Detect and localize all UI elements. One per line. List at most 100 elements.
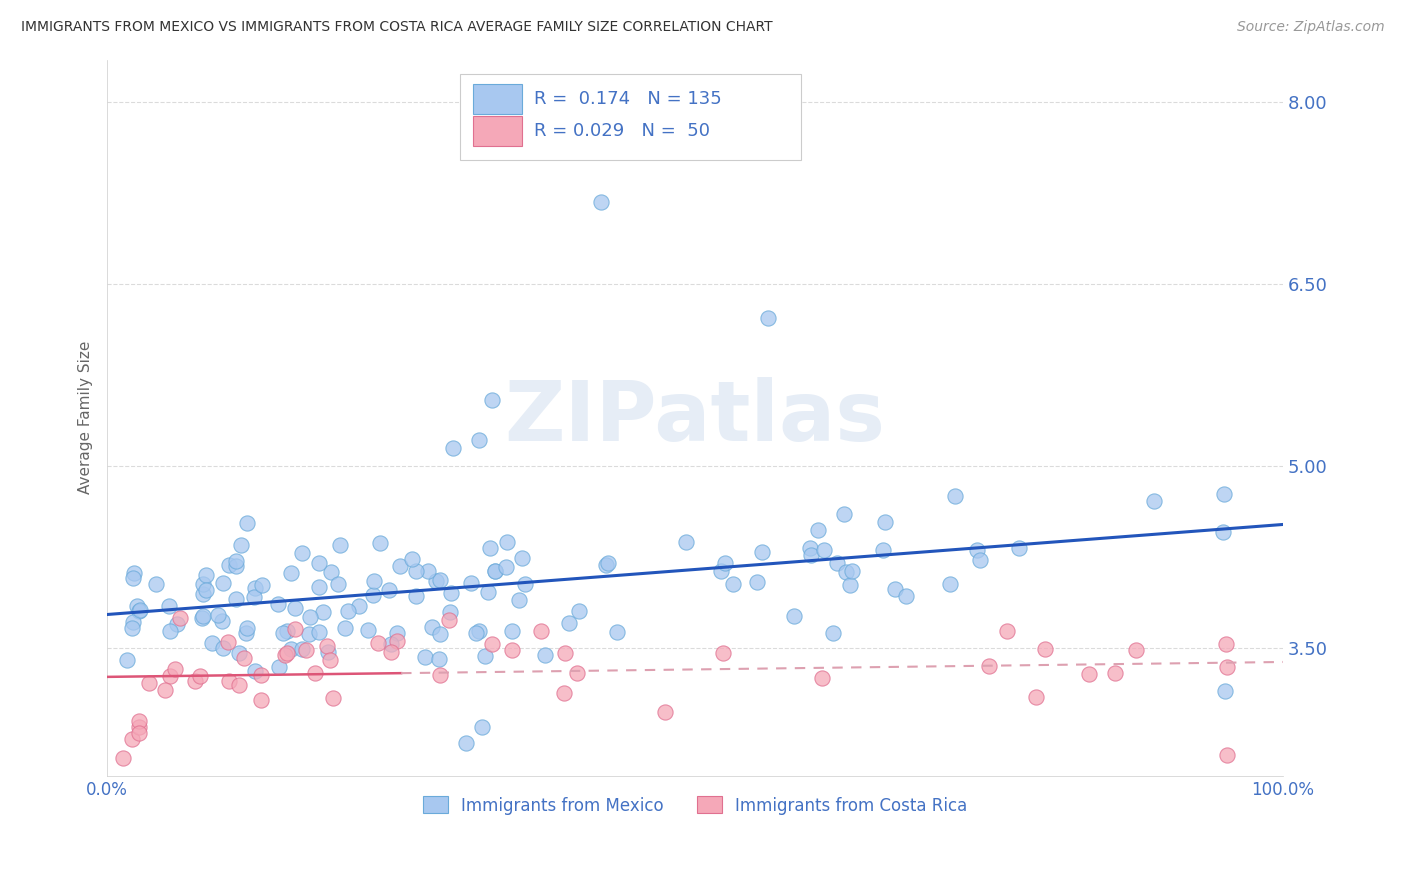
- Point: [321, 566, 343, 580]
- Point: [225, 554, 247, 568]
- Point: [405, 564, 427, 578]
- Point: [163, 662, 186, 676]
- Point: [380, 637, 402, 651]
- Point: [464, 626, 486, 640]
- Point: [322, 691, 344, 706]
- Point: [291, 546, 314, 560]
- Point: [243, 590, 266, 604]
- Point: [841, 564, 863, 578]
- Point: [429, 627, 451, 641]
- Point: [598, 556, 620, 570]
- Point: [218, 673, 240, 688]
- Point: [115, 652, 138, 666]
- Point: [361, 588, 384, 602]
- Point: [217, 635, 239, 649]
- FancyBboxPatch shape: [472, 84, 522, 114]
- Point: [337, 604, 360, 618]
- Point: [329, 538, 352, 552]
- Point: [250, 668, 273, 682]
- Point: [271, 625, 294, 640]
- Point: [710, 564, 733, 578]
- Point: [207, 608, 229, 623]
- Point: [807, 524, 830, 538]
- Point: [496, 535, 519, 549]
- Point: [191, 609, 214, 624]
- Point: [501, 624, 523, 638]
- Point: [468, 433, 491, 447]
- Text: R = 0.029   N =  50: R = 0.029 N = 50: [534, 122, 710, 140]
- Point: [1216, 748, 1239, 763]
- Point: [299, 610, 322, 624]
- Point: [312, 605, 335, 619]
- Point: [966, 542, 988, 557]
- Point: [484, 565, 506, 579]
- Point: [508, 593, 530, 607]
- Point: [166, 617, 188, 632]
- Point: [304, 666, 326, 681]
- Point: [589, 194, 612, 209]
- Text: R =  0.174   N = 135: R = 0.174 N = 135: [534, 90, 721, 108]
- Point: [280, 566, 302, 580]
- Point: [1125, 642, 1147, 657]
- Point: [291, 642, 314, 657]
- Text: ZIPatlas: ZIPatlas: [505, 377, 886, 458]
- Point: [145, 577, 167, 591]
- Point: [280, 642, 302, 657]
- Point: [184, 674, 207, 689]
- Point: [128, 604, 150, 618]
- Point: [284, 622, 307, 636]
- Point: [1143, 494, 1166, 508]
- Point: [349, 599, 371, 613]
- Point: [228, 678, 250, 692]
- Point: [194, 568, 217, 582]
- Point: [1213, 684, 1236, 698]
- Point: [235, 621, 257, 635]
- Point: [799, 541, 821, 556]
- Point: [477, 584, 499, 599]
- Point: [274, 648, 297, 662]
- Point: [425, 574, 447, 588]
- Point: [211, 614, 233, 628]
- Point: [121, 615, 143, 630]
- Point: [212, 641, 235, 656]
- Point: [367, 636, 389, 650]
- Point: [553, 686, 575, 700]
- Point: [121, 732, 143, 747]
- Point: [129, 603, 152, 617]
- Point: [368, 536, 391, 550]
- Point: [380, 645, 402, 659]
- Point: [188, 669, 211, 683]
- Point: [481, 637, 503, 651]
- Point: [284, 601, 307, 615]
- Y-axis label: Average Family Size: Average Family Size: [79, 341, 93, 494]
- Point: [155, 682, 177, 697]
- Point: [326, 576, 349, 591]
- Point: [460, 576, 482, 591]
- Point: [835, 566, 858, 580]
- Point: [714, 557, 737, 571]
- Point: [128, 720, 150, 734]
- Point: [191, 611, 214, 625]
- Point: [308, 625, 330, 640]
- Point: [405, 589, 427, 603]
- Point: [333, 621, 356, 635]
- Point: [1033, 642, 1056, 657]
- Point: [439, 605, 461, 619]
- Point: [883, 582, 905, 597]
- Point: [568, 604, 591, 618]
- Point: [558, 615, 581, 630]
- Point: [363, 574, 385, 588]
- Point: [501, 642, 523, 657]
- Point: [191, 577, 214, 591]
- Point: [235, 626, 257, 640]
- Point: [250, 578, 273, 592]
- Point: [872, 542, 894, 557]
- Point: [316, 645, 339, 659]
- Point: [228, 646, 250, 660]
- Legend: Immigrants from Mexico, Immigrants from Costa Rica: Immigrants from Mexico, Immigrants from …: [416, 789, 974, 822]
- Point: [468, 624, 491, 639]
- Point: [159, 624, 181, 638]
- Point: [1077, 667, 1099, 681]
- Point: [654, 705, 676, 719]
- Point: [138, 676, 160, 690]
